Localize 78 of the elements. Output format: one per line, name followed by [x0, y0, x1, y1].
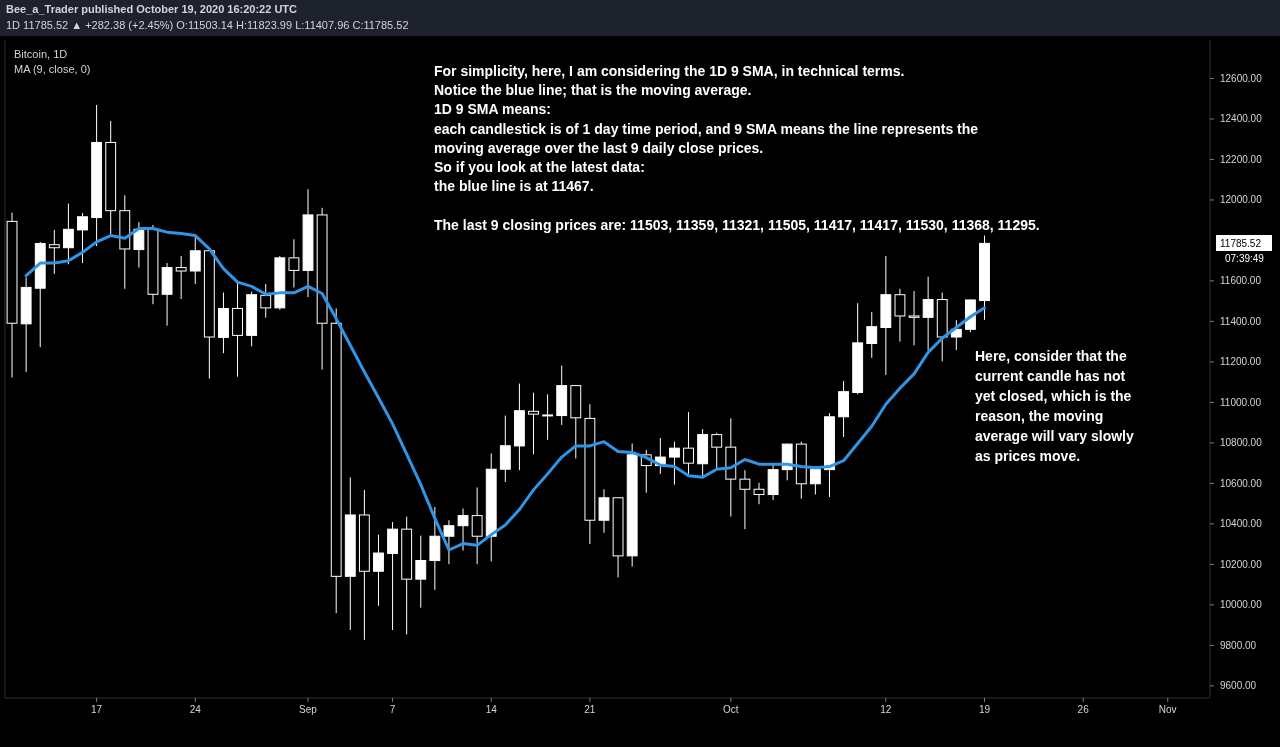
- x-tick-label: Nov: [1158, 704, 1177, 715]
- candlestick: [288, 238, 300, 288]
- candlestick: [908, 290, 920, 346]
- candlestick: [584, 403, 596, 545]
- candlestick: [6, 212, 18, 378]
- x-tick-label: Oct: [723, 704, 739, 715]
- candlestick: [485, 452, 497, 562]
- y-tick-label: 11000.00: [1220, 396, 1262, 408]
- text: MA (9, close, 0): [14, 63, 91, 75]
- x-tick-label: Sep: [299, 704, 318, 715]
- y-tick-label: 10000.00: [1220, 599, 1263, 611]
- candlestick: [880, 255, 892, 376]
- x-tick-label: 26: [1077, 704, 1090, 715]
- y-tick-label: 9600.00: [1220, 680, 1257, 692]
- x-tick-label: 21: [584, 704, 596, 715]
- y-tick-label: 12400.00: [1220, 113, 1263, 125]
- candlestick: [105, 120, 117, 236]
- candlestick: [119, 194, 131, 290]
- y-tick-label: 11600.00: [1220, 275, 1262, 287]
- candlestick: [739, 469, 751, 530]
- text: 1D 11785.52 ▲ +282.38 (+2.45%) O:11503.14 H:11823.99 L:11407.96 C:11785.52: [6, 19, 409, 31]
- x-tick-label: 19: [978, 704, 991, 715]
- y-tick-label: 12000.00: [1220, 194, 1263, 206]
- candlestick: [358, 489, 370, 641]
- candlestick: [429, 506, 441, 591]
- x-tick-label: 24: [189, 704, 202, 715]
- candlestick: [471, 486, 483, 565]
- candlestick: [753, 482, 765, 505]
- text: 07:39:49: [1225, 253, 1265, 264]
- y-tick-label: 10400.00: [1220, 518, 1263, 530]
- y-tick-label: 12600.00: [1220, 72, 1263, 84]
- y-tick-label: 11400.00: [1220, 315, 1262, 327]
- x-tick-label: 17: [91, 704, 103, 715]
- candlestick: [838, 380, 849, 438]
- candlestick: [542, 393, 554, 441]
- candlestick: [91, 104, 103, 247]
- candlestick: [457, 508, 469, 552]
- candlestick: [48, 229, 60, 275]
- candlestick: [232, 281, 243, 378]
- candlestick: [175, 255, 187, 300]
- candlestick: [344, 476, 356, 631]
- candlestick: [161, 262, 173, 327]
- candlestick: [443, 519, 455, 565]
- x-tick-label: 14: [485, 704, 498, 715]
- candlestick: [598, 488, 610, 534]
- text: Bee_a_Trader published October 19, 2020 16:20:22 UTC: [6, 3, 298, 15]
- candlestick: [528, 392, 539, 455]
- text: Bitcoin, 1D: [14, 48, 68, 60]
- candlestick: [767, 463, 779, 501]
- y-tick-label: 10600.00: [1220, 477, 1263, 489]
- candlestick: [147, 224, 159, 305]
- candlestick: [922, 276, 934, 352]
- candlestick: [133, 221, 145, 269]
- candlestick: [513, 383, 525, 471]
- y-tick-label: 9800.00: [1220, 639, 1257, 651]
- candlestick: [316, 207, 328, 371]
- candlestick: [373, 534, 384, 607]
- candlestick: [415, 535, 427, 609]
- candlestick: [556, 365, 568, 426]
- y-tick-label: 11200.00: [1220, 356, 1262, 368]
- candlestick: [218, 291, 229, 354]
- x-tick-label: 12: [880, 704, 892, 715]
- candlestick: [669, 441, 680, 486]
- candlestick: [499, 415, 511, 483]
- x-tick-label: 7: [389, 704, 396, 715]
- y-tick-label: 12200.00: [1220, 153, 1263, 165]
- y-tick-label: 10800.00: [1220, 437, 1263, 449]
- candlestick: [697, 428, 709, 477]
- candlestick: [725, 417, 737, 518]
- candlestick: [302, 188, 314, 298]
- candlestick: [894, 288, 906, 343]
- candlestick: [20, 276, 32, 373]
- y-tick-label: 10200.00: [1220, 558, 1263, 570]
- annotation: Here, consider that the current candle has not yet closed, which is the reason, the moving average will vary slowly as prices move.: [975, 348, 1134, 464]
- text: For simplicity, here, I am considering the 1D 9 SMA, in technical terms. Notice the blue line; that is the moving average. 1D 9 SMA means: each candlestick is of 1 day time period, and 9 SMA means the line represents the moving average over the last 9 daily close prices. So if you look at the latest data: the blue line is at 11467. The last 9 closing prices are: 11503, 11359, 11321, 11505, 11417, 11417, 11530, 11368, 11295.: [434, 63, 1040, 233]
- candlestick: [866, 311, 878, 359]
- candlestick: [936, 291, 948, 362]
- text: 11785.52: [1220, 237, 1262, 249]
